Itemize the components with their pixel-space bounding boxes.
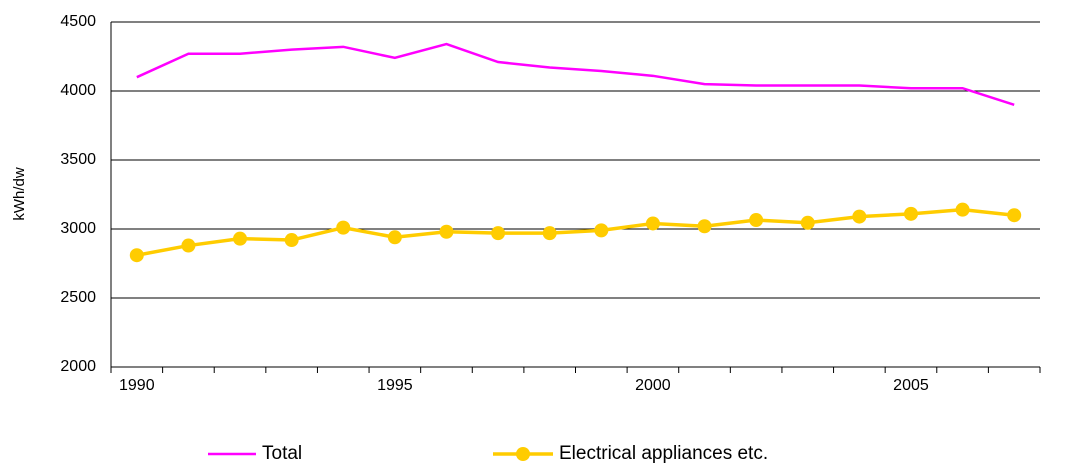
y-tick-label: 2500 (60, 289, 96, 306)
x-tick-label: 1995 (377, 377, 413, 394)
marker (129, 248, 144, 263)
marker (336, 220, 351, 235)
x-tick-label: 1990 (119, 377, 155, 394)
marker (749, 213, 764, 228)
marker (852, 209, 867, 224)
marker (903, 206, 918, 221)
legend-label: Total (262, 443, 302, 464)
marker (439, 224, 454, 239)
marker (542, 226, 557, 241)
series-line (136, 42, 1015, 106)
legend-label: Electrical appliances etc. (559, 443, 768, 464)
y-tick-label: 2000 (60, 358, 96, 375)
marker (491, 226, 506, 241)
marker (1007, 208, 1022, 223)
marker (645, 216, 660, 231)
marker (387, 230, 402, 245)
y-tick-label: 3500 (60, 151, 96, 168)
legend-marker (516, 447, 530, 461)
y-tick-label: 4000 (60, 82, 96, 99)
y-axis-label: kWh/dw (11, 167, 28, 221)
y-tick-label: 3000 (60, 220, 96, 237)
x-tick-label: 2000 (635, 377, 671, 394)
series-line (136, 207, 1015, 257)
marker (594, 223, 609, 238)
marker (800, 215, 815, 230)
x-tick-label: 2005 (893, 377, 929, 394)
marker (697, 219, 712, 234)
marker (233, 231, 248, 246)
marker (955, 202, 970, 217)
marker (284, 233, 299, 248)
y-tick-label: 4500 (60, 13, 96, 30)
marker (181, 238, 196, 253)
